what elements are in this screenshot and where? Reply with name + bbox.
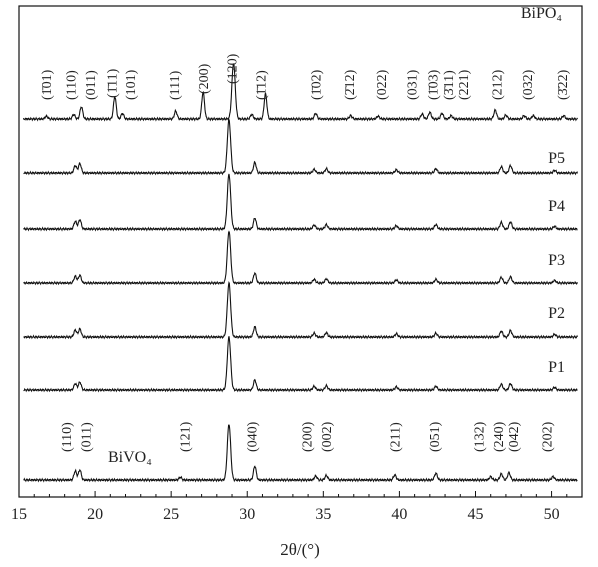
x-tick-label: 15 [11, 506, 27, 523]
series-line-0 [23, 63, 578, 122]
peak-label: (132) [472, 421, 487, 452]
peak-label: (1̄03) [427, 69, 442, 100]
series-line-6 [23, 424, 578, 483]
series-line-4 [23, 281, 578, 340]
x-tick-label: 50 [544, 506, 560, 523]
peak-label: (101) [124, 69, 139, 100]
plot-frame [18, 5, 583, 498]
x-tick-label: 45 [467, 506, 483, 523]
peak-label: (211) [389, 422, 404, 452]
peak-label: (3̄11) [442, 70, 457, 100]
peak-label: (240) [492, 421, 507, 452]
peak-labels: (1̄01) (110) (011) (1̄11) (101) (111) (200) (12… [40, 53, 571, 452]
peak-label: (1̄02) [309, 69, 324, 100]
peak-label: (032) [521, 69, 536, 100]
peak-label: (1̄01) [40, 69, 55, 100]
peak-label: (111) [168, 70, 183, 100]
peak-label: (200) [300, 421, 315, 452]
peak-label: (202) [541, 421, 556, 452]
peak-label: (121) [179, 421, 194, 452]
series-line-2 [23, 173, 578, 232]
peak-label: (110) [60, 422, 75, 452]
trace-labels: BiPO₄ P5 P4 P3 P2 P1 BiVO₄ [108, 5, 565, 466]
peak-label: (1̄12) [255, 70, 270, 100]
series-label-4: P2 [548, 305, 565, 322]
peak-label: (040) [246, 421, 261, 452]
peak-label: (042) [507, 421, 522, 452]
x-tick-label: 35 [315, 506, 331, 523]
series-line-5 [23, 336, 578, 393]
peak-label: (031) [405, 69, 420, 100]
peak-label: (2̄12) [343, 69, 358, 100]
peak-label: (022) [375, 69, 390, 100]
series-label-5: P1 [548, 359, 565, 376]
x-axis: 15 20 25 30 35 40 45 50 [11, 491, 583, 523]
peak-label: (221) [457, 69, 472, 100]
peak-label: (120) [226, 53, 241, 84]
peak-label: (110) [65, 70, 80, 100]
series-line-3 [23, 230, 578, 286]
x-tick-label: 30 [239, 506, 255, 523]
series-label-0: BiPO₄ [521, 5, 563, 22]
x-axis-title: 2θ/(°) [280, 540, 320, 559]
series-line-1 [23, 118, 578, 176]
peak-label: (011) [84, 70, 99, 100]
peak-label: (212) [491, 69, 506, 100]
peak-label: (3̄22) [556, 69, 571, 100]
series-label-1: P5 [548, 150, 565, 167]
series-label-3: P3 [548, 252, 565, 269]
series-label-2: P4 [548, 198, 565, 215]
peak-label: (1̄11) [106, 68, 121, 98]
peak-label: (051) [428, 421, 443, 452]
peak-label: (002) [320, 421, 335, 452]
peak-label: (011) [80, 422, 95, 452]
series-label-6: BiVO₄ [108, 449, 152, 466]
peak-label: (200) [197, 63, 212, 94]
x-tick-label: 25 [163, 506, 179, 523]
x-tick-label: 40 [391, 506, 407, 523]
traces [23, 63, 578, 483]
x-tick-label: 20 [87, 506, 103, 523]
